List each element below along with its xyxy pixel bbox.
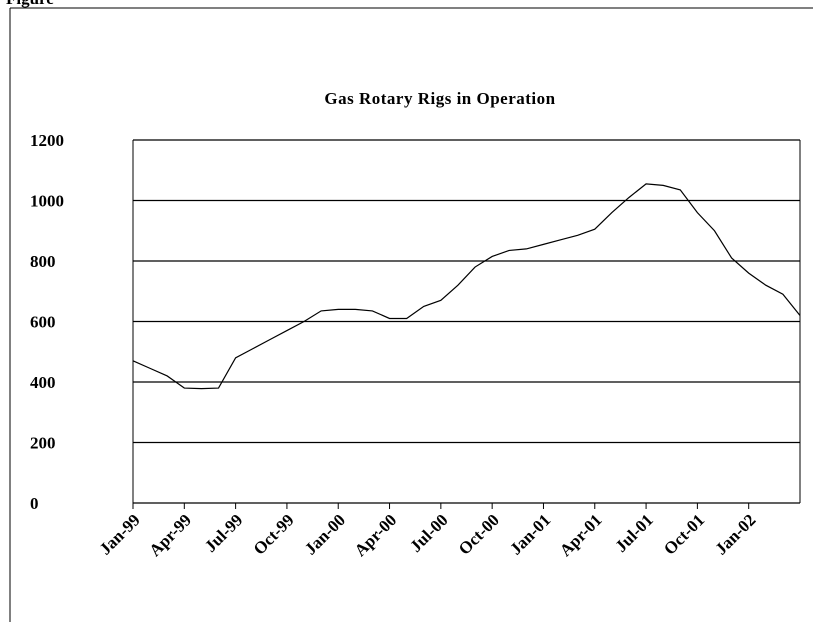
x-tick-label: Jan-99: [96, 510, 144, 558]
x-tick-label: Jul-01: [611, 510, 656, 555]
x-tick-label: Jan-00: [301, 510, 349, 558]
y-tick-label: 200: [30, 434, 56, 453]
data-line: [132, 183, 801, 390]
y-tick-label: 400: [30, 373, 56, 392]
x-tick-label: Oct-99: [250, 510, 298, 558]
x-tick-label: Jul-99: [201, 510, 246, 555]
x-tick-label: Jul-00: [406, 510, 451, 555]
x-tick-label: Jan-02: [711, 510, 759, 558]
x-tick-label: Apr-01: [556, 510, 606, 560]
x-tick-label: Oct-00: [455, 510, 503, 558]
y-tick-label: 1200: [30, 131, 64, 150]
y-tick-label: 1000: [30, 192, 64, 211]
y-tick-label: 600: [30, 313, 56, 332]
x-tick-label: Apr-99: [145, 510, 195, 560]
y-tick-label: 0: [30, 494, 39, 513]
y-tick-label: 800: [30, 252, 56, 271]
chart-title: Gas Rotary Rigs in Operation: [324, 89, 555, 108]
x-tick-label: Jan-01: [506, 510, 554, 558]
caption: Figure: [6, 0, 54, 8]
x-tick-label: Oct-01: [660, 510, 708, 558]
x-tick-label: Apr-00: [351, 510, 401, 560]
